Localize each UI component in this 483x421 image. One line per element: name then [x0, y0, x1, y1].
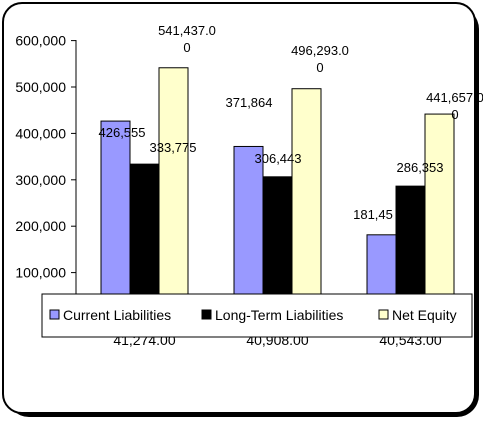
data-label: 371,864 [226, 95, 273, 110]
bar [158, 67, 189, 320]
data-label: 286,353 [397, 160, 444, 175]
bar [291, 88, 322, 320]
bar [100, 120, 131, 320]
data-label: 441,657.0 0 [426, 90, 483, 122]
y-tick-label: 100,000 [15, 265, 66, 281]
bar [233, 145, 264, 320]
data-label: 426,555 [99, 125, 146, 140]
y-tick-label: 600,000 [15, 33, 66, 49]
data-label: 496,293.0 0 [291, 43, 349, 75]
legend-swatch [201, 309, 212, 320]
y-tick-label: 300,000 [15, 172, 66, 188]
legend-swatch [378, 309, 389, 320]
data-label: 181,45 [353, 207, 393, 222]
y-tick-label: 200,000 [15, 218, 66, 234]
bar [424, 113, 455, 320]
data-label: 541,437.0 0 [158, 23, 216, 55]
legend-box [41, 293, 473, 338]
legend-label: Net Equity [392, 307, 457, 323]
legend-label: Long-Term Liabilities [215, 307, 343, 323]
y-tick-label: 400,000 [15, 125, 66, 141]
data-label: 306,443 [255, 151, 302, 166]
data-label: 333,775 [150, 140, 197, 155]
legend-label: Current Liabilities [63, 307, 171, 323]
legend-swatch [49, 309, 60, 320]
y-tick-label: 500,000 [15, 79, 66, 95]
